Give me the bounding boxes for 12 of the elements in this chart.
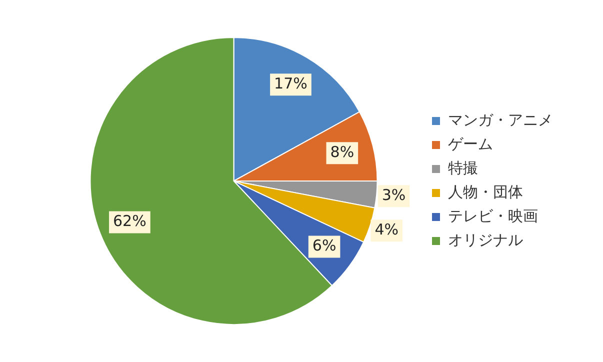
legend-label: オリジナル bbox=[448, 230, 523, 249]
data-label: 17% bbox=[274, 74, 308, 93]
data-label: 3% bbox=[382, 186, 406, 204]
legend-label: 特撮 bbox=[448, 158, 478, 177]
data-label: 4% bbox=[374, 220, 398, 239]
data-label: 8% bbox=[330, 143, 354, 162]
legend-label: テレビ・映画 bbox=[448, 206, 538, 225]
legend-label: ゲーム bbox=[448, 134, 493, 153]
data-label: 6% bbox=[312, 236, 336, 255]
data-label: 62% bbox=[113, 212, 146, 230]
legend-label: マンガ・アニメ bbox=[448, 110, 553, 129]
legend-label: 人物・団体 bbox=[448, 182, 523, 201]
